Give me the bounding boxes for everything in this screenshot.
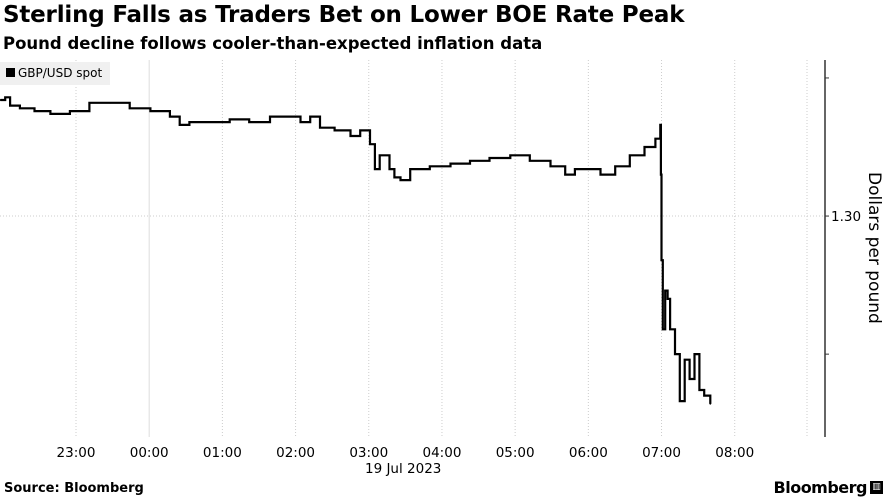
data-point [393,176,396,179]
data-point [660,173,662,176]
data-point [374,168,376,170]
data-point [399,179,402,181]
x-tick-label: 01:00 [203,445,242,461]
data-point [4,96,7,99]
x-tick-label: 03:00 [349,445,388,461]
data-point [188,121,191,123]
data-point [228,118,231,121]
data-point [660,259,663,262]
data-point [388,168,391,170]
data-point [178,124,181,126]
data-point [19,107,21,110]
data-point [149,110,152,112]
data-point [666,298,669,300]
data-point [378,154,381,157]
data-point [599,173,602,176]
data-point [688,378,691,380]
data-point [299,121,302,123]
x-tick-label: 23:00 [57,445,96,461]
data-point [564,173,566,176]
source-note: Source: Bloomberg [4,481,144,496]
data-point [588,168,591,170]
data-point [169,115,171,118]
data-point [549,165,552,168]
data-point [288,115,291,118]
chart-svg: 23:00 00:00 01:00 02:00 03:00 04:00 05:00 06:00… [0,60,884,477]
data-point [369,143,371,146]
data-point [349,135,352,137]
data-point [693,353,696,355]
data-point [574,168,576,170]
data-point [88,102,91,104]
data-point [509,154,512,157]
data-point [703,394,706,397]
x-tick-label: 06:00 [569,445,608,461]
data-point [629,154,631,157]
data-point [669,328,671,331]
data-point [109,102,111,104]
data-point [661,328,664,331]
data-point [469,160,471,162]
bloomberg-logo: Bloomberg [773,478,868,497]
x-tick-label: 08:00 [715,445,754,461]
y-axis-label: Dollars per pound [864,172,884,324]
data-point [614,165,616,168]
data-point [49,113,52,115]
y-tick-label: 1.30 [831,209,861,225]
data-point [269,115,271,118]
legend-swatch [6,68,15,77]
chart-subtitle: Pound decline follows cooler-than-expect… [3,34,543,53]
data-point [654,137,657,140]
chart-title: Sterling Falls as Traders Bet on Lower B… [3,2,685,28]
data-point [209,121,211,123]
x-tick-label: 02:00 [276,445,315,461]
data-point [69,110,71,112]
data-point [709,403,712,405]
data-point [659,124,662,126]
data-point [359,129,362,132]
data-point [683,358,686,361]
series-line-gbpusd [0,96,712,404]
data-point [409,168,412,170]
data-point [319,126,321,129]
data-point [333,129,336,132]
data-point [449,162,452,165]
x-tick-label: 04:00 [423,445,462,461]
data-point [428,165,431,168]
data-point [528,160,531,162]
x-tick-label: 07:00 [642,445,681,461]
x-tick-label: 05:00 [496,445,535,461]
data-point [0,99,2,101]
data-point [488,157,491,159]
data-point [128,107,131,110]
data-point [33,110,36,112]
data-point [664,289,666,292]
bloomberg-chart-icon: ▥ [870,481,883,494]
data-point [698,389,701,391]
x-axis-label: 19 Jul 2023 [365,461,441,477]
x-tick-label: 00:00 [130,445,169,461]
data-point [248,121,251,123]
legend-label: GBP/USD spot [18,66,103,80]
legend: GBP/USD spot [0,62,111,85]
data-point [679,400,681,402]
data-point [309,115,312,118]
data-point [9,104,11,107]
data-point [643,146,646,148]
data-point [674,353,676,355]
